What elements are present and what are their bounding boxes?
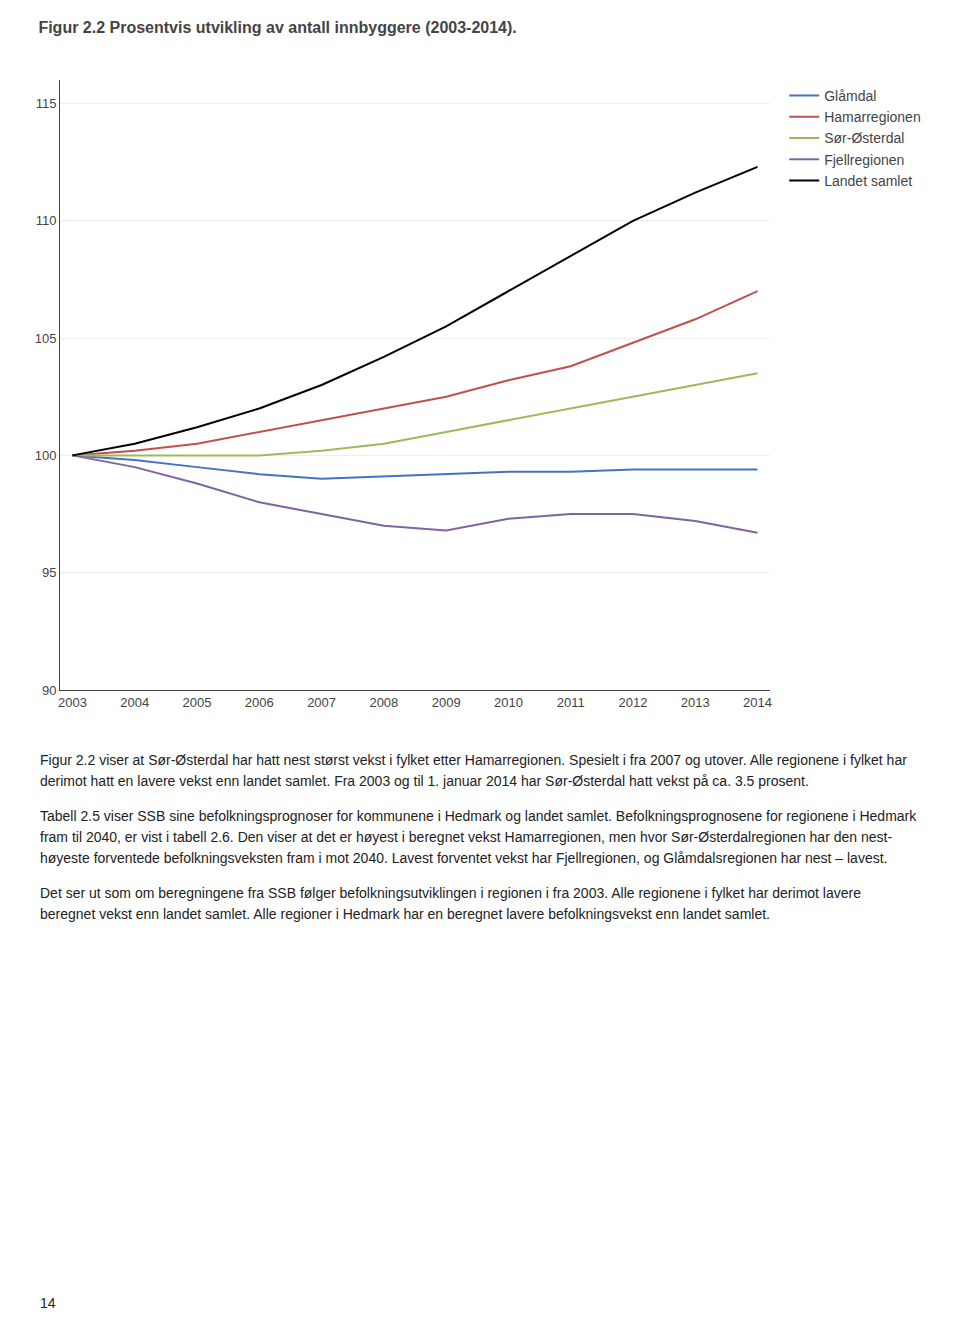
svg-text:115: 115 (36, 96, 57, 111)
html-text:Figur 2.2 viser at Sør-Østerda: Figur 2.2 viser at Sør-Østerdal har hatt… (40, 752, 907, 789)
svg-text:2011: 2011 (557, 695, 585, 710)
svg-text:2003: 2003 (58, 695, 87, 710)
svg-text:2004: 2004 (120, 695, 149, 710)
svg-text:95: 95 (42, 565, 56, 580)
svg-text:2009: 2009 (432, 695, 461, 710)
svg-text:Fjellregionen: Fjellregionen (824, 152, 904, 168)
svg-text:100: 100 (35, 448, 57, 463)
html-text:14: 14 (40, 1295, 56, 1311)
svg-text:2008: 2008 (369, 695, 398, 710)
svg-text:2014: 2014 (743, 695, 772, 710)
svg-text:2005: 2005 (183, 695, 212, 710)
svg-text:2012: 2012 (619, 695, 648, 710)
svg-text:Sør-Østerdal: Sør-Østerdal (824, 130, 904, 146)
svg-text:110: 110 (36, 213, 57, 228)
svg-text:2010: 2010 (494, 695, 523, 710)
svg-text:Figur 2.2 Prosentvis utvikling: Figur 2.2 Prosentvis utvikling av antall… (38, 19, 516, 36)
svg-text:Glåmdal: Glåmdal (824, 88, 876, 104)
svg-text:2007: 2007 (307, 695, 336, 710)
html-text:Det ser ut som om beregningene: Det ser ut som om beregningene fra SSB f… (40, 885, 861, 922)
svg-text:90: 90 (42, 683, 56, 698)
svg-text:2013: 2013 (681, 695, 710, 710)
svg-text:Landet samlet: Landet samlet (824, 173, 912, 189)
html-text:Tabell 2.5 viser SSB sine befo: Tabell 2.5 viser SSB sine befolkningspro… (40, 808, 917, 866)
svg-text:2006: 2006 (245, 695, 274, 710)
svg-text:Hamarregionen: Hamarregionen (824, 109, 921, 125)
svg-text:105: 105 (35, 331, 57, 346)
